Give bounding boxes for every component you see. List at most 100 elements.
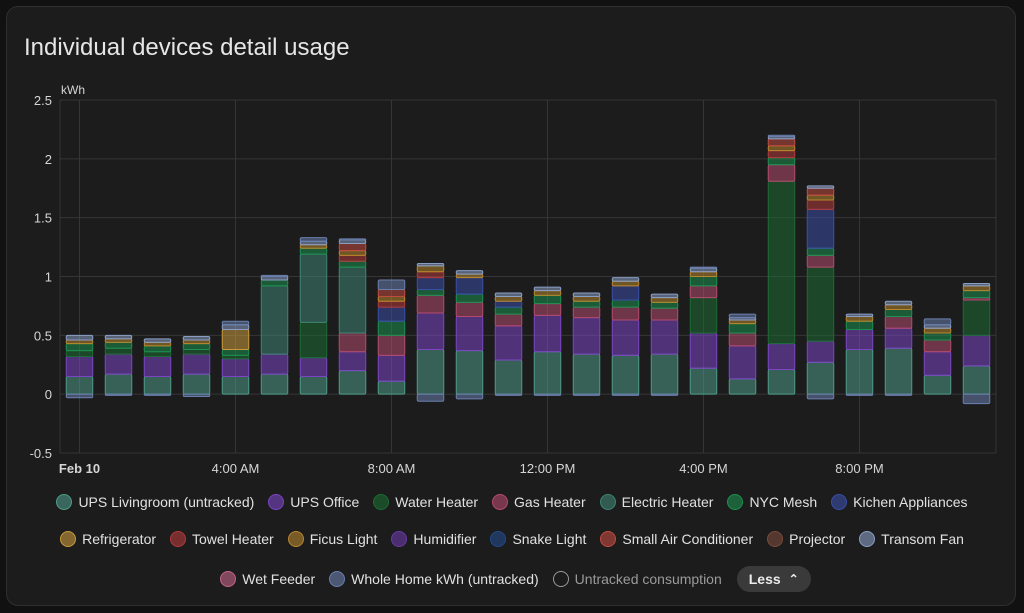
bar-segment [806, 361, 835, 395]
legend-label: NYC Mesh [749, 494, 818, 510]
bar-segment [104, 393, 133, 396]
bar-segment [104, 338, 133, 343]
bar-segment [767, 138, 796, 147]
bar-segment [260, 373, 289, 395]
bar-segment [260, 274, 289, 278]
bar-segment [806, 199, 835, 210]
bar-segment [611, 306, 640, 321]
bar-segment [416, 288, 445, 296]
bar-segment [533, 290, 562, 296]
legend-label: Untracked consumption [574, 571, 722, 587]
bar-segment [299, 240, 328, 246]
legend-item[interactable]: Transom Fan [859, 531, 964, 547]
bar-segment [767, 134, 796, 137]
bar-segment [143, 351, 172, 358]
legend-label: Gas Heater [514, 494, 586, 510]
legend-item[interactable]: Water Heater [373, 494, 478, 510]
bar-segment [104, 341, 133, 349]
y-tick-label: 1 [45, 270, 52, 285]
legend-item[interactable]: Towel Heater [170, 531, 274, 547]
legend-swatch [220, 571, 237, 587]
bar-segment [689, 266, 718, 269]
legend-row: UPS Livingroom (untracked) UPS Office Wate… [8, 494, 1016, 510]
bar-segment [650, 319, 679, 355]
bar-segment [494, 325, 523, 361]
bar-segment [338, 260, 367, 268]
legend-item[interactable]: Projector [767, 531, 845, 547]
bar-segment [455, 293, 484, 303]
bar-segment [65, 339, 94, 345]
legend-label: Small Air Conditioner [622, 531, 754, 547]
bar-segment [611, 277, 640, 282]
legend-item[interactable]: Electric Heater [599, 494, 713, 510]
bar-segment [611, 299, 640, 308]
bar-segment [182, 336, 211, 341]
legend-swatch [287, 531, 304, 547]
legend-row: Wet Feeder Whole Home kWh (untracked) Untr… [8, 566, 1016, 592]
bar-segment [377, 279, 406, 290]
legend-label: UPS Office [290, 494, 360, 510]
legend-item[interactable]: Gas Heater [492, 494, 586, 510]
y-tick-label: 2 [45, 152, 52, 167]
bar-segment [533, 314, 562, 353]
legend-swatch [492, 494, 509, 510]
bar-segment [533, 286, 562, 292]
bar-segment [377, 320, 406, 336]
bar-segment [884, 308, 913, 318]
bar-segment [221, 320, 250, 326]
legend-label: Snake Light [512, 531, 587, 547]
legend-item[interactable]: Refrigerator [60, 531, 156, 547]
bar-segment [533, 393, 562, 396]
y-tick-label: 2.5 [34, 93, 52, 108]
bar-segment [338, 250, 367, 256]
less-button[interactable]: Less ⌃ [736, 566, 811, 592]
bar-segment [650, 393, 679, 396]
bar-segment [767, 150, 796, 159]
legend-item[interactable]: Wet Feeder [220, 571, 315, 587]
bar-segment [455, 350, 484, 395]
legend-swatch [170, 531, 187, 547]
bar-segment [572, 317, 601, 355]
bar-segment [884, 300, 913, 306]
bar-segment [728, 332, 757, 347]
bar-segment [143, 356, 172, 378]
legend-item[interactable]: Small Air Conditioner [600, 531, 753, 547]
bar-segment [923, 332, 952, 341]
legend-item[interactable]: NYC Mesh [727, 494, 817, 510]
legend-item[interactable]: Untracked consumption [552, 571, 722, 587]
legend-item[interactable]: Whole Home kWh (untracked) [329, 571, 539, 587]
bar-segment [806, 266, 835, 342]
bar-segment [533, 294, 562, 305]
x-tick-label: 4:00 AM [212, 461, 260, 476]
bar-segment [611, 319, 640, 356]
y-tick-label: 1.5 [34, 211, 52, 226]
bar-segment [845, 328, 874, 350]
bar-segment [806, 208, 835, 249]
bar-segment [962, 299, 991, 336]
bar-segment [455, 316, 484, 352]
bar-segment [221, 354, 250, 360]
legend-item[interactable]: Kichen Appliances [831, 494, 968, 510]
legend-item[interactable]: UPS Livingroom (untracked) [56, 494, 254, 510]
bar-segment [221, 348, 250, 356]
bar-segment [299, 321, 328, 359]
bar-segment [845, 313, 874, 318]
legend-item[interactable]: Snake Light [490, 531, 586, 547]
bar-segment [494, 393, 523, 396]
bar-segment [689, 297, 718, 334]
legend-label: Whole Home kWh (untracked) [351, 571, 539, 587]
legend-item[interactable]: UPS Office [268, 494, 359, 510]
bar-segment [299, 357, 328, 378]
legend-label: Projector [789, 531, 846, 547]
card-title: Individual devices detail usage [24, 34, 350, 61]
x-tick-label: 8:00 PM [835, 461, 883, 476]
bar-segment [962, 285, 991, 292]
legend-item[interactable]: Humidifier [391, 531, 476, 547]
bar-segment [338, 266, 367, 334]
y-tick-label: -0.5 [30, 446, 52, 461]
bar-segment [923, 327, 952, 334]
bar-segment [845, 348, 874, 395]
legend-item[interactable]: Ficus Light [287, 531, 377, 547]
bar-segment [338, 332, 367, 353]
bar-segment [689, 267, 718, 273]
